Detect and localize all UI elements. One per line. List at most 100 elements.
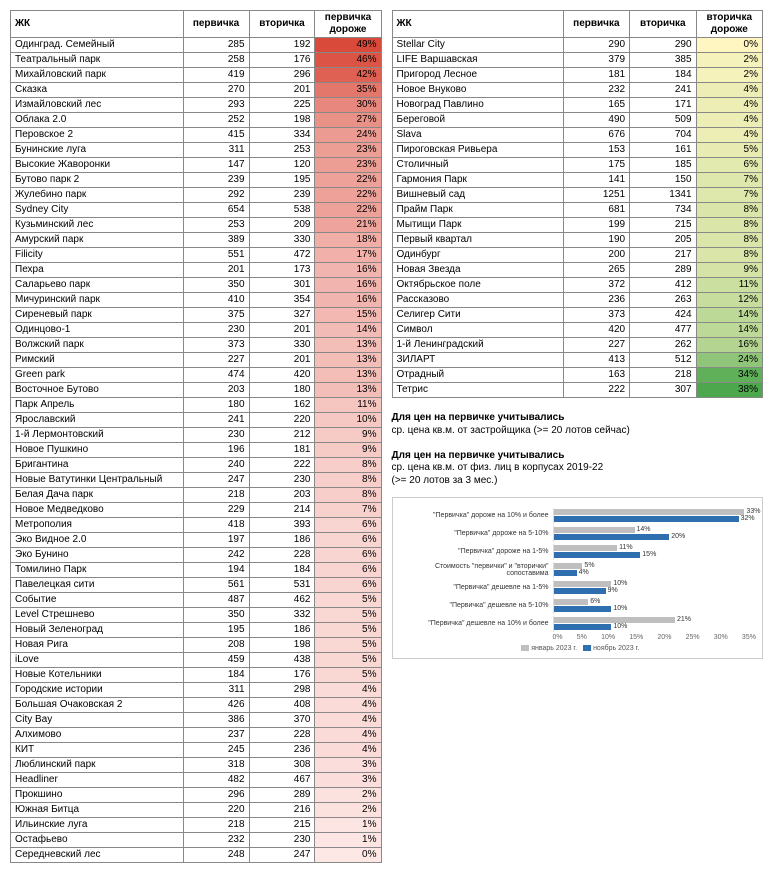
pct-diff: 35% (315, 83, 381, 98)
project-name: Сиреневый парк (11, 308, 184, 323)
secondary-price: 162 (249, 398, 315, 413)
secondary-price: 228 (249, 728, 315, 743)
pct-diff: 23% (315, 143, 381, 158)
primary-price: 237 (183, 728, 249, 743)
project-name: Прайм Парк (392, 203, 563, 218)
project-name: Первый квартал (392, 233, 563, 248)
project-name: Середневский лес (11, 848, 184, 863)
pct-diff: 9% (315, 428, 381, 443)
primary-price: 676 (563, 128, 629, 143)
secondary-price: 332 (249, 608, 315, 623)
secondary-price: 385 (630, 53, 696, 68)
table-row: Измайловский лес29322530% (11, 98, 382, 113)
secondary-price: 462 (249, 593, 315, 608)
chart-bar-value: 10% (613, 623, 627, 630)
pct-diff: 4% (315, 713, 381, 728)
project-name: 1-й Ленинградский (392, 338, 563, 353)
table-row: iLove4594385% (11, 653, 382, 668)
secondary-price: 704 (630, 128, 696, 143)
chart-bar-value: 32% (741, 515, 755, 522)
primary-price: 296 (183, 788, 249, 803)
pct-diff: 15% (315, 308, 381, 323)
pct-diff: 8% (696, 233, 762, 248)
pct-diff: 12% (696, 293, 762, 308)
secondary-price: 370 (249, 713, 315, 728)
secondary-price: 205 (630, 233, 696, 248)
project-name: Одинцово-1 (11, 323, 184, 338)
project-name: Green park (11, 368, 184, 383)
primary-price: 1251 (563, 188, 629, 203)
secondary-price: 263 (630, 293, 696, 308)
primary-price: 230 (183, 428, 249, 443)
project-name: Береговой (392, 113, 563, 128)
primary-price: 426 (183, 698, 249, 713)
table-row: Бутово парк 223919522% (11, 173, 382, 188)
secondary-price: 308 (249, 758, 315, 773)
pct-diff: 14% (696, 308, 762, 323)
pct-diff: 9% (315, 443, 381, 458)
primary-price: 242 (183, 548, 249, 563)
primary-price: 232 (563, 83, 629, 98)
primary-price: 490 (563, 113, 629, 128)
pct-diff: 0% (315, 848, 381, 863)
pct-diff: 2% (315, 788, 381, 803)
primary-price: 474 (183, 368, 249, 383)
table-row: Новая Рига2081985% (11, 638, 382, 653)
table-row: Пироговская Ривьера1531615% (392, 143, 763, 158)
table-row: Тетрис22230738% (392, 383, 763, 398)
secondary-price: 393 (249, 518, 315, 533)
pct-diff: 24% (696, 353, 762, 368)
project-name: Мытищи Парк (392, 218, 563, 233)
axis-tick: 15% (629, 634, 643, 641)
project-name: КИТ (11, 743, 184, 758)
secondary-price: 477 (630, 323, 696, 338)
table-row: Рассказово23626312% (392, 293, 763, 308)
pct-diff: 5% (315, 623, 381, 638)
table-row: Новая Звезда2652899% (392, 263, 763, 278)
primary-price: 418 (183, 518, 249, 533)
chart-bars: 21%10% (553, 616, 757, 632)
project-name: Бригантина (11, 458, 184, 473)
pct-diff: 23% (315, 158, 381, 173)
pct-diff: 4% (696, 83, 762, 98)
project-name: Облака 2.0 (11, 113, 184, 128)
pct-diff: 38% (696, 383, 762, 398)
primary-price: 220 (183, 803, 249, 818)
primary-price: 222 (563, 383, 629, 398)
primary-price: 293 (183, 98, 249, 113)
primary-price: 240 (183, 458, 249, 473)
chart-bar (554, 509, 745, 515)
table-row: 1-й Лермонтовский2302129% (11, 428, 382, 443)
secondary-price: 330 (249, 233, 315, 248)
secondary-price: 262 (630, 338, 696, 353)
pct-diff: 13% (315, 383, 381, 398)
chart-bar-value: 33% (746, 508, 760, 515)
table-row: Столичный1751856% (392, 158, 763, 173)
table-row: Вишневый сад125113417% (392, 188, 763, 203)
pct-diff: 4% (315, 728, 381, 743)
project-name: Парк Апрель (11, 398, 184, 413)
table-row: Селигер Сити37342414% (392, 308, 763, 323)
chart-bar-value: 6% (590, 598, 600, 605)
primary-price: 265 (563, 263, 629, 278)
pct-diff: 4% (696, 128, 762, 143)
pct-diff: 6% (315, 533, 381, 548)
axis-tick: 20% (657, 634, 671, 641)
project-name: Новый Зеленоград (11, 623, 184, 638)
table-row: Пехра20117316% (11, 263, 382, 278)
table-row: Середневский лес2482470% (11, 848, 382, 863)
table-row: Римский22720113% (11, 353, 382, 368)
project-name: Одинбург (392, 248, 563, 263)
table-row: Level Стрешнево3503325% (11, 608, 382, 623)
secondary-price: 307 (630, 383, 696, 398)
primary-price: 147 (183, 158, 249, 173)
primary-price: 208 (183, 638, 249, 653)
chart-row: "Первичка" дешевле на 1-5%10%9% (399, 580, 757, 596)
pct-diff: 5% (315, 593, 381, 608)
chart-bar-value: 20% (671, 533, 685, 540)
secondary-price: 290 (630, 38, 696, 53)
pct-diff: 5% (315, 653, 381, 668)
pct-diff: 27% (315, 113, 381, 128)
primary-price: 190 (563, 233, 629, 248)
project-name: Эко Бунино (11, 548, 184, 563)
